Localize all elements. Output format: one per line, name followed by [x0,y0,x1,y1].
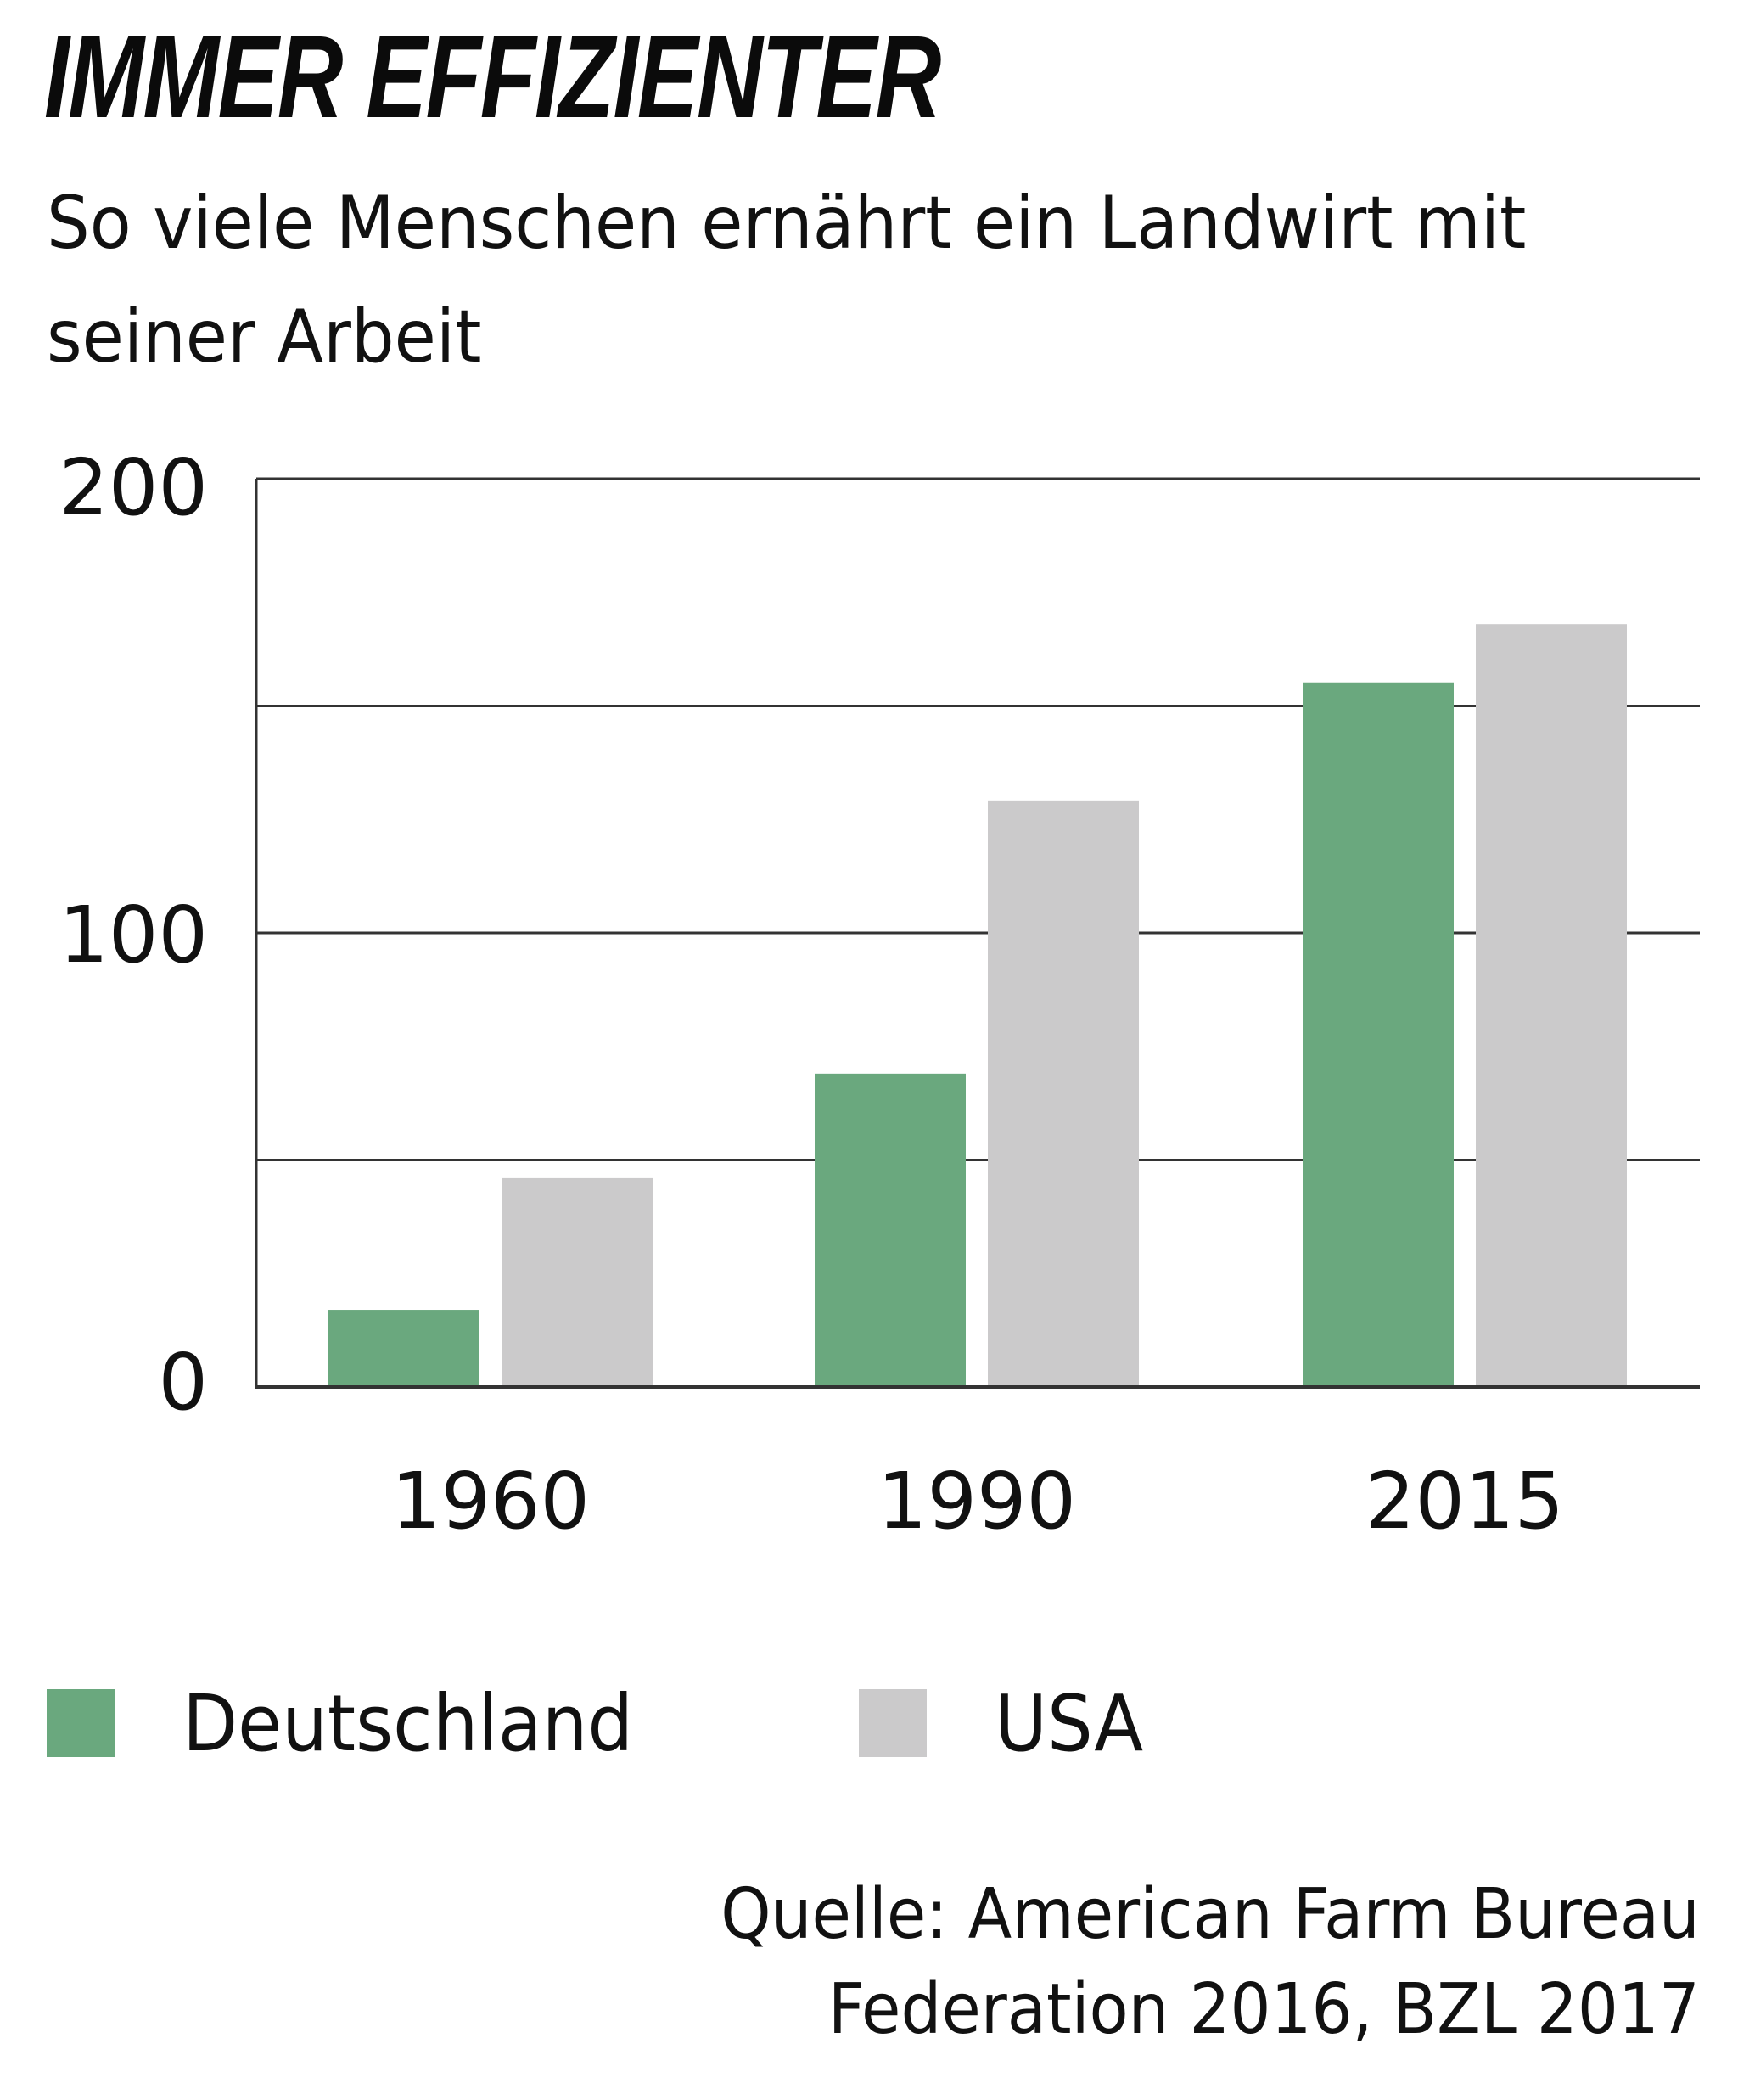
bar-usa-1990 [988,800,1139,1387]
y-tick-label-200: 200 [59,442,208,533]
x-tick-label-1990: 1990 [877,1456,1076,1547]
source-line-1: Quelle: American Farm Bureau [720,1874,1700,1955]
legend-swatch-deutschland [47,1689,115,1757]
bar-deutschland-2015 [1303,682,1454,1387]
bar-chart: 0 100 200 1960 1990 2015 [59,442,1700,1547]
legend-item-usa: USA [859,1678,1156,1769]
source-note: Quelle: American Farm Bureau Federation … [720,1867,1700,2058]
y-tick-label-0: 0 [158,1337,208,1428]
bar-usa-1960 [502,1177,653,1387]
chart-subtitle: So viele Menschen ernährt ein Landwirt m… [47,181,1527,379]
legend-item-deutschland: Deutschland [47,1678,672,1769]
y-tick-label-100: 100 [59,890,208,980]
bar-usa-2015 [1476,624,1627,1387]
legend: Deutschland USA [47,1678,1343,1769]
bar-deutschland-1990 [815,1073,966,1387]
legend-label-usa: USA [995,1677,1144,1769]
x-tick-label-2015: 2015 [1365,1456,1564,1547]
legend-label-deutschland: Deutschland [182,1677,634,1769]
x-tick-label-1960: 1960 [391,1456,590,1547]
legend-swatch-usa [859,1689,928,1757]
bar-deutschland-1960 [328,1310,479,1387]
chart-title: IMMER EFFIZIENTER [44,12,941,143]
source-line-2: Federation 2016, BZL 2017 [827,1969,1700,2050]
